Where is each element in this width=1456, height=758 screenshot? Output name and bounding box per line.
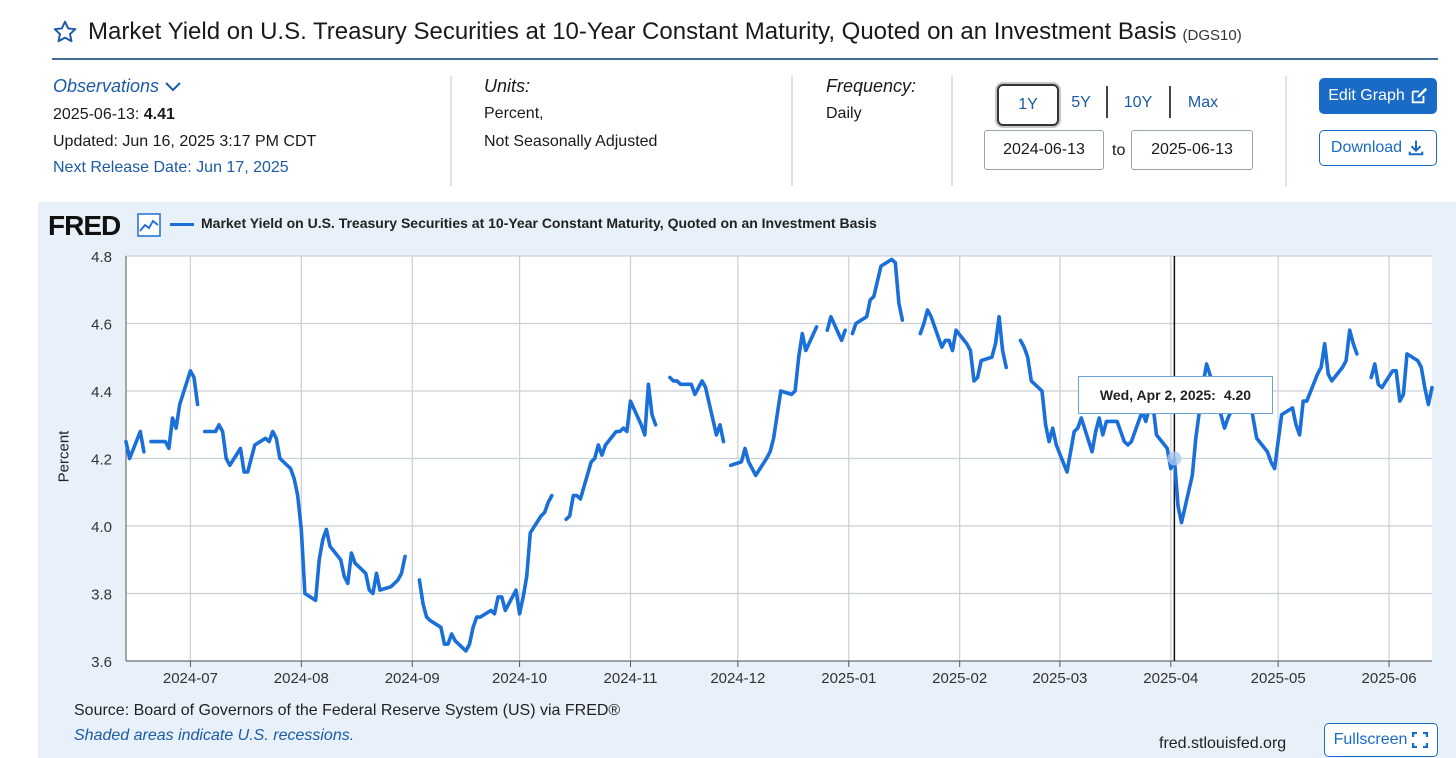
units-line-2: Not Seasonally Adjusted xyxy=(484,133,658,150)
y-tick-label: 4.8 xyxy=(91,249,112,266)
chart-mini-icon xyxy=(137,213,161,237)
units-line-1: Percent, xyxy=(484,105,544,122)
x-tick-label: 2025-05 xyxy=(1251,670,1306,687)
range-max-button[interactable]: Max xyxy=(1187,94,1219,111)
hover-tooltip: Wed, Apr 2, 2025: 4.20 xyxy=(1078,376,1273,414)
edit-graph-label: Edit Graph xyxy=(1328,87,1405,104)
x-tick-label: 2025-04 xyxy=(1143,670,1198,687)
observation-date: 2025-06-13: xyxy=(53,106,140,123)
x-tick-label: 2024-09 xyxy=(385,670,440,687)
info-divider xyxy=(791,76,793,186)
fullscreen-button[interactable]: Fullscreen xyxy=(1324,723,1438,757)
observation-value: 4.41 xyxy=(143,106,175,123)
source-text: Source: Board of Governors of the Federa… xyxy=(74,702,621,719)
y-tick-label: 4.0 xyxy=(91,519,112,536)
series-line-segment xyxy=(202,423,407,603)
end-date-input[interactable]: 2025-06-13 xyxy=(1131,130,1253,170)
fullscreen-icon xyxy=(1412,732,1429,748)
legend-label: Market Yield on U.S. Treasury Securities… xyxy=(201,215,877,231)
info-divider xyxy=(450,76,452,186)
x-tick-label: 2024-08 xyxy=(274,670,329,687)
title-divider xyxy=(52,58,1438,60)
series-line-segment xyxy=(1018,328,1359,525)
x-tick-label: 2024-11 xyxy=(604,670,658,687)
series-line-segment xyxy=(417,493,554,653)
x-tick-label: 2024-07 xyxy=(163,670,218,687)
series-line-segment xyxy=(825,314,847,343)
recessions-note[interactable]: Shaded areas indicate U.S. recessions. xyxy=(74,727,355,744)
frequency-value: Daily xyxy=(826,105,862,122)
hover-point xyxy=(1167,451,1182,466)
title-row: Market Yield on U.S. Treasury Securities… xyxy=(52,14,1242,50)
download-label: Download xyxy=(1330,139,1403,156)
edit-icon xyxy=(1411,87,1427,104)
x-tick-label: 2025-01 xyxy=(821,670,876,687)
latest-observation: 2025-06-13: 4.41 xyxy=(53,106,175,124)
frequency-label: Frequency: xyxy=(826,76,917,96)
info-divider xyxy=(951,76,953,186)
download-icon xyxy=(1408,140,1424,156)
page-title: Market Yield on U.S. Treasury Securities… xyxy=(88,18,1177,45)
chevron-down-icon xyxy=(165,81,181,91)
observations-toggle[interactable]: Observations xyxy=(53,76,181,97)
range-divider xyxy=(1106,86,1108,118)
star-outline-icon[interactable] xyxy=(52,19,78,45)
to-label: to xyxy=(1112,142,1126,159)
legend-swatch xyxy=(170,223,194,226)
series-line-segment xyxy=(1369,352,1434,407)
series-line-segment xyxy=(918,308,1008,383)
edit-graph-button[interactable]: Edit Graph xyxy=(1319,78,1437,114)
y-tick-label: 3.8 xyxy=(91,587,112,604)
x-tick-label: 2025-06 xyxy=(1362,670,1417,687)
tooltip-value: 4.20 xyxy=(1223,387,1252,403)
x-tick-label: 2024-12 xyxy=(710,670,765,687)
start-date-input[interactable]: 2024-06-13 xyxy=(984,130,1104,170)
series-line-segment xyxy=(850,257,905,336)
next-release-link[interactable]: Next Release Date: Jun 17, 2025 xyxy=(53,159,289,176)
series-line-segment xyxy=(668,375,726,444)
range-1y-button[interactable]: 1Y xyxy=(997,84,1059,126)
info-divider xyxy=(1285,76,1287,186)
updated-text: Updated: Jun 16, 2025 3:17 PM CDT xyxy=(53,133,317,150)
x-tick-label: 2025-03 xyxy=(1032,670,1087,687)
fullscreen-label: Fullscreen xyxy=(1333,731,1408,748)
range-10y-button[interactable]: 10Y xyxy=(1123,94,1153,111)
tooltip-date: Wed, Apr 2, 2025: xyxy=(1099,387,1216,403)
series-id: (DGS10) xyxy=(1182,26,1242,44)
range-divider xyxy=(1169,86,1171,118)
series-line-segment xyxy=(728,325,819,478)
fred-logo: FRED xyxy=(48,210,121,241)
units-label: Units: xyxy=(484,76,531,96)
observations-label: Observations xyxy=(53,76,160,96)
fred-url[interactable]: fred.stlouisfed.org xyxy=(1159,735,1287,752)
series-line-segment xyxy=(124,429,146,461)
series-line-segment xyxy=(564,382,658,522)
y-tick-label: 4.2 xyxy=(91,452,112,469)
series-line-segment xyxy=(149,369,200,451)
x-tick-label: 2024-10 xyxy=(492,670,547,687)
x-tick-label: 2025-02 xyxy=(932,670,987,687)
y-tick-label: 3.6 xyxy=(91,654,112,671)
y-tick-label: 4.4 xyxy=(91,384,112,401)
y-tick-label: 4.6 xyxy=(91,317,112,334)
range-5y-button[interactable]: 5Y xyxy=(1071,94,1091,111)
download-button[interactable]: Download xyxy=(1319,130,1437,166)
